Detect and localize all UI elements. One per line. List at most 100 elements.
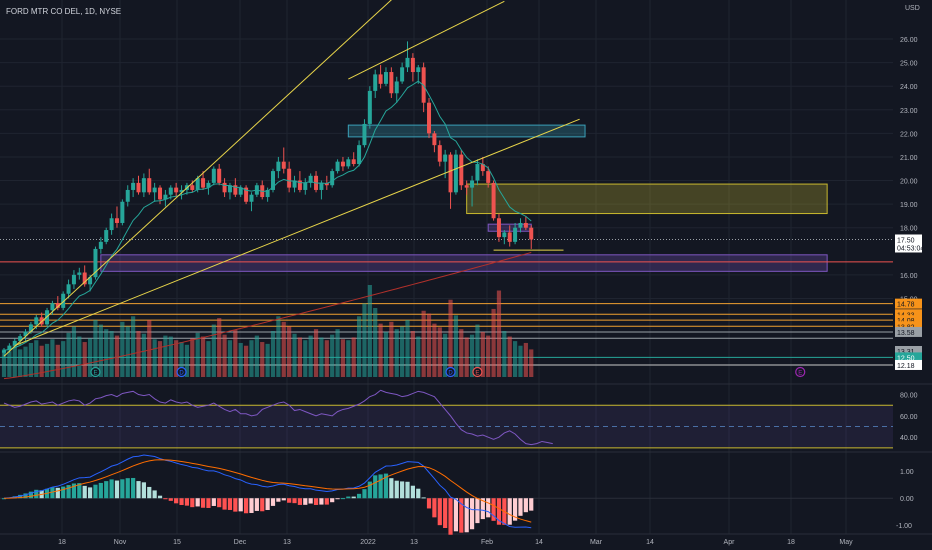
volume-bar xyxy=(206,341,211,377)
volume-bar xyxy=(184,344,190,377)
macd-tick-label: 0.00 xyxy=(900,496,914,503)
candle-body xyxy=(249,194,254,202)
trendline xyxy=(348,0,505,80)
volume-bar xyxy=(200,336,206,377)
volume-bar xyxy=(373,308,378,377)
macd-histogram-bar xyxy=(400,481,405,499)
volume-bar xyxy=(71,326,77,377)
macd-histogram-bar xyxy=(270,498,276,506)
candle-body xyxy=(475,164,480,181)
macd-histogram-bar xyxy=(513,498,518,521)
volume-bar xyxy=(297,337,302,377)
volume-bar xyxy=(114,335,120,377)
macd-histogram-bar xyxy=(292,498,297,504)
volume-bar xyxy=(469,334,475,377)
volume-bar xyxy=(394,329,399,377)
volume-bar xyxy=(378,323,383,377)
volume-bar xyxy=(260,342,265,377)
macd-histogram-bar xyxy=(426,498,432,509)
supply-zone-cyan xyxy=(347,124,586,138)
volume-bar xyxy=(405,319,410,377)
macd-histogram-bar xyxy=(389,478,394,499)
volume-bar xyxy=(39,345,44,377)
macd-histogram-bar xyxy=(244,498,249,514)
price-tick-label: 21.00 xyxy=(900,155,918,162)
volume-bar xyxy=(303,340,308,377)
candle-body xyxy=(330,171,335,186)
candle-body xyxy=(362,123,367,146)
candle-body xyxy=(168,187,173,195)
time-tick-label: 2022 xyxy=(360,539,376,546)
trendlines xyxy=(3,0,580,357)
candle-body xyxy=(523,222,528,228)
volume-bar xyxy=(82,342,87,377)
volume-bar xyxy=(174,340,179,377)
candle-body xyxy=(518,222,523,228)
volume-bar xyxy=(147,319,152,377)
event-marker xyxy=(445,366,456,378)
macd-histogram-bar xyxy=(28,491,33,499)
macd-histogram-bar xyxy=(319,498,324,505)
candle-body xyxy=(416,67,421,73)
macd-histogram-bar xyxy=(254,498,259,511)
volume-bar xyxy=(152,339,157,377)
price-tick-label: 20.00 xyxy=(900,179,918,186)
candle-body xyxy=(265,189,270,198)
candle-body xyxy=(147,178,152,193)
macd-histogram-bar xyxy=(66,485,71,499)
macd-histogram-bar xyxy=(308,498,313,504)
macd-tick-label: -1.00 xyxy=(896,523,912,530)
volume-bar xyxy=(1,349,7,377)
candle-body xyxy=(432,133,437,146)
candle-body xyxy=(340,161,345,167)
macd-histogram-bar xyxy=(233,498,238,512)
rsi-line xyxy=(3,389,553,446)
volume-bar xyxy=(523,342,528,377)
candle-body xyxy=(437,145,442,162)
macd-histogram-bar xyxy=(421,497,426,499)
macd-histogram-bar xyxy=(529,498,534,511)
price-label-box xyxy=(895,309,922,320)
candle-body xyxy=(464,185,469,188)
macd-histogram-bar xyxy=(448,498,453,535)
candle-body xyxy=(486,171,491,183)
macd-histogram-bar xyxy=(141,482,146,499)
macd-histogram-bar xyxy=(394,480,399,499)
time-tick-label: 14 xyxy=(646,539,654,546)
candle-body xyxy=(324,182,329,186)
price-tick-label: 24.00 xyxy=(900,84,918,91)
candle-body xyxy=(276,161,281,172)
volume-bar xyxy=(211,324,216,377)
macd-histogram-bar xyxy=(378,474,383,499)
candle-body xyxy=(491,182,496,219)
macd-histogram-bar xyxy=(443,498,448,529)
candle-body xyxy=(93,248,98,278)
candle-body xyxy=(427,102,432,134)
macd-histogram-bar xyxy=(23,493,28,499)
macd-histogram-bar xyxy=(125,478,130,499)
volume-bar xyxy=(109,331,114,377)
candle-body xyxy=(383,72,388,84)
price-tick-label: 16.00 xyxy=(900,273,918,280)
macd-histogram-bar xyxy=(469,498,475,530)
candle-body xyxy=(443,154,448,162)
candle-body xyxy=(303,182,308,190)
ema-line xyxy=(3,80,532,351)
macd-histogram-bar xyxy=(227,498,233,510)
event-marker-glyph: E xyxy=(798,371,802,377)
macd-histogram-bar xyxy=(34,489,39,499)
candle-body xyxy=(319,182,324,190)
candle-body xyxy=(351,159,356,165)
volume-bar xyxy=(136,331,141,377)
price-tick-label: 18.00 xyxy=(900,226,918,233)
macd-histogram-bar xyxy=(104,481,109,499)
macd-histogram-bar xyxy=(523,498,528,513)
macd-histogram-bar xyxy=(152,490,157,499)
price-label-box xyxy=(895,352,922,363)
macd-histogram-bar xyxy=(405,481,410,499)
volume-bar xyxy=(356,316,362,377)
rsi-tick-label: 40.00 xyxy=(900,435,918,442)
volume-bar xyxy=(93,319,98,377)
candle-body xyxy=(222,182,227,193)
